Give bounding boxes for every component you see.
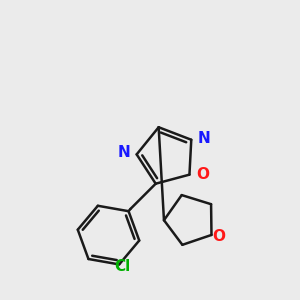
Text: N: N — [117, 146, 130, 160]
Text: N: N — [198, 131, 211, 146]
Text: O: O — [196, 167, 209, 182]
Text: O: O — [212, 230, 225, 244]
Text: Cl: Cl — [114, 259, 130, 274]
